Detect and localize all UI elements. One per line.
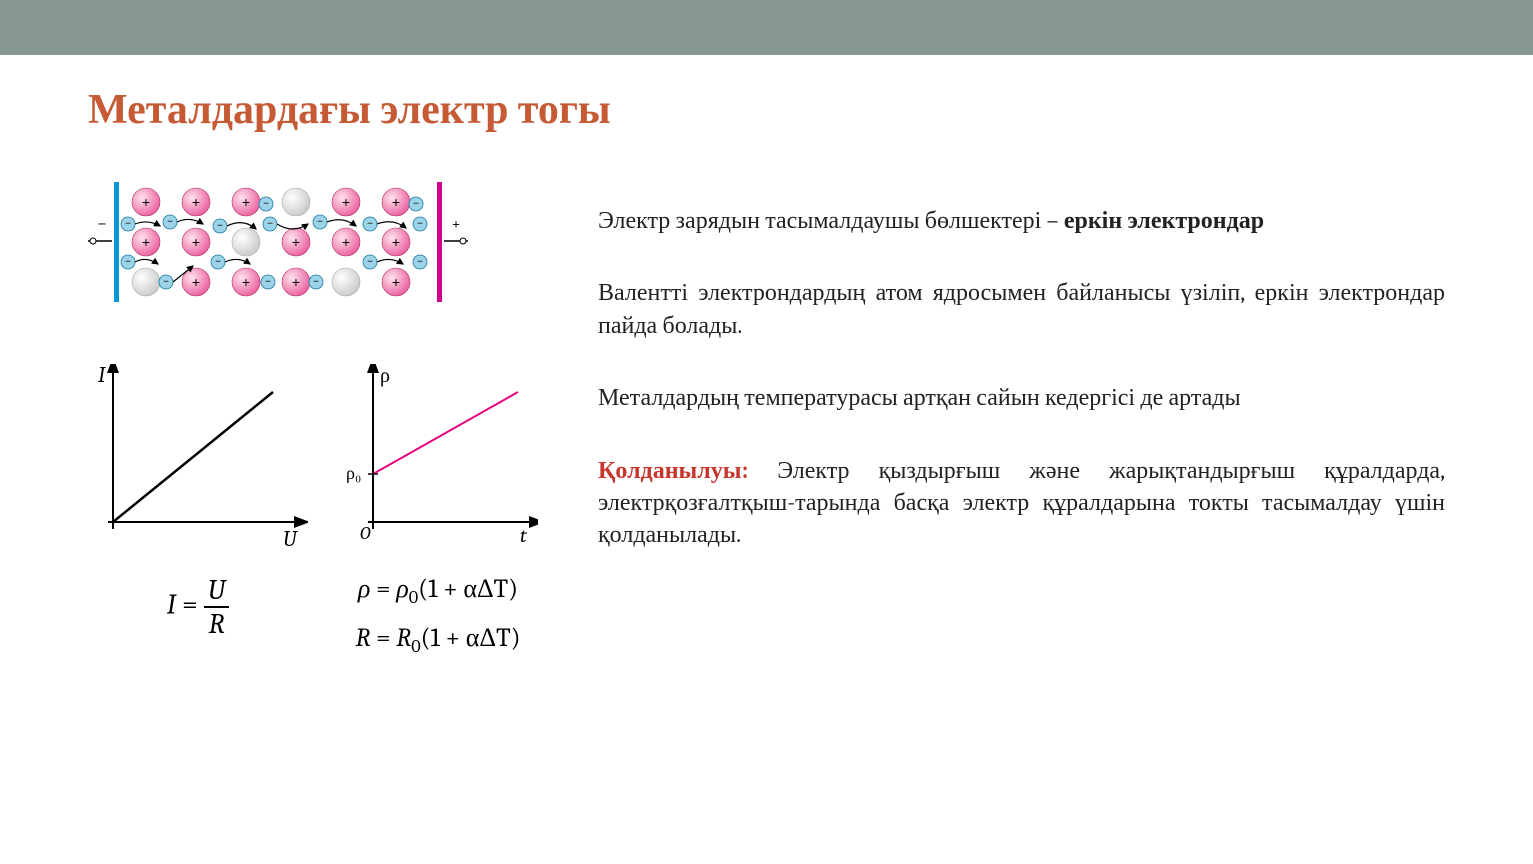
svg-text:+: + — [342, 234, 350, 250]
svg-text:+: + — [292, 274, 300, 290]
svg-text:−: − — [125, 219, 131, 230]
right-column: Электр зарядын тасымалдаушы бөлшектері –… — [598, 174, 1445, 657]
slide-content: Металдардағы электр тогы — [0, 55, 1533, 657]
svg-text:+: + — [192, 274, 200, 290]
left-column: − + + + + + + — [88, 174, 528, 657]
paragraph-valence: Валентті электрондардың атом ядросымен б… — [598, 276, 1445, 341]
graph-rho-ylabel: ρ — [380, 364, 390, 387]
svg-text:+: + — [342, 194, 350, 210]
svg-text:−: − — [167, 217, 173, 228]
formula-rho: ρ = ρ0(1 + αΔT) — [358, 574, 518, 608]
graphs-row: I U I = UR — [88, 364, 528, 657]
svg-text:−: − — [417, 219, 423, 230]
conductor-diagram: − + + + + + + — [88, 174, 468, 309]
page-title: Металдардағы электр тогы — [88, 85, 1445, 134]
formula-ohms-law: I = UR — [167, 574, 230, 640]
svg-text:+: + — [142, 234, 150, 250]
svg-text:−: − — [317, 217, 323, 228]
svg-text:−: − — [97, 213, 107, 234]
svg-text:−: − — [413, 199, 419, 210]
paragraph-temperature: Металдардың температурасы артқан сайын к… — [598, 381, 1445, 413]
svg-text:−: − — [263, 199, 269, 210]
svg-text:+: + — [392, 274, 400, 290]
graph-iu-xlabel: U — [283, 526, 298, 552]
top-banner — [0, 0, 1533, 55]
svg-text:−: − — [215, 257, 221, 268]
svg-text:+: + — [192, 234, 200, 250]
svg-text:−: − — [367, 257, 373, 268]
svg-text:+: + — [142, 194, 150, 210]
svg-text:−: − — [267, 219, 273, 230]
svg-text:+: + — [392, 194, 400, 210]
svg-text:−: − — [417, 257, 423, 268]
graph-rho-t: ρ ρ₀ O t ρ = ρ0(1 + αΔT) R = R0(1 + αΔT) — [338, 364, 538, 657]
formula-resistance: R = R0(1 + αΔT) — [355, 623, 520, 657]
svg-text:−: − — [125, 257, 131, 268]
svg-text:+: + — [392, 234, 400, 250]
svg-text:−: − — [217, 221, 223, 232]
main-columns: − + + + + + + — [88, 174, 1445, 657]
svg-text:+: + — [242, 194, 250, 210]
svg-text:+: + — [292, 234, 300, 250]
svg-text:−: − — [367, 219, 373, 230]
svg-text:+: + — [192, 194, 200, 210]
svg-text:+: + — [452, 215, 461, 233]
graph-rho-intercept: ρ₀ — [346, 463, 361, 484]
svg-text:−: − — [265, 277, 271, 288]
paragraph-charge-carriers: Электр зарядын тасымалдаушы бөлшектері –… — [598, 204, 1445, 236]
svg-text:+: + — [242, 274, 250, 290]
graph-rho-origin: O — [360, 523, 371, 544]
graph-iu: I U I = UR — [88, 364, 308, 657]
svg-text:−: − — [163, 277, 169, 288]
graph-iu-ylabel: I — [98, 364, 106, 388]
svg-text:−: − — [313, 277, 319, 288]
paragraph-application: Қолданылуы: Электр қыздырғыш және жарықт… — [598, 454, 1445, 551]
electron-flow: − − − − − − − − − — [121, 197, 427, 289]
graph-rho-xlabel: t — [520, 524, 528, 547]
